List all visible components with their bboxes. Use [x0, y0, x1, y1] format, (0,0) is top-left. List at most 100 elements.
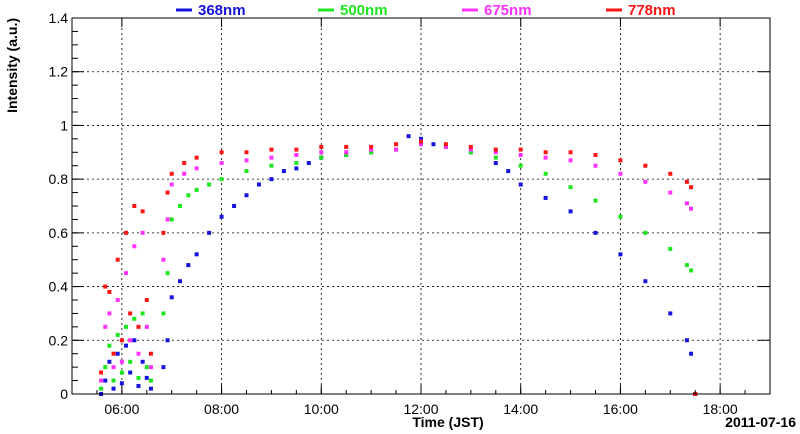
data-point	[132, 338, 137, 343]
data-point	[618, 252, 623, 257]
series-layer	[99, 134, 698, 396]
data-point	[643, 230, 648, 235]
data-point	[219, 161, 224, 166]
data-point	[319, 150, 324, 155]
data-point	[103, 378, 108, 383]
data-point	[219, 177, 224, 182]
y-tick-label: 0.4	[49, 279, 69, 295]
data-point	[294, 152, 299, 157]
x-tick-label: 12:00	[403, 401, 438, 417]
data-point	[244, 150, 249, 155]
data-point	[169, 295, 174, 300]
data-point	[419, 139, 423, 144]
data-point	[369, 150, 374, 155]
data-point	[689, 268, 694, 273]
date-label: 2011-07-16	[725, 414, 796, 430]
data-point	[144, 375, 149, 380]
data-point	[124, 343, 129, 348]
data-point	[269, 155, 274, 160]
data-point	[111, 351, 116, 356]
data-point	[618, 214, 623, 219]
legend-label: 500nm	[340, 2, 388, 19]
data-point	[244, 193, 249, 198]
data-point	[431, 142, 436, 147]
series-778nm	[99, 139, 698, 396]
data-point	[148, 378, 153, 383]
data-point	[128, 359, 133, 364]
data-point	[165, 217, 170, 222]
data-point	[111, 378, 116, 383]
data-point	[119, 338, 124, 343]
data-point	[518, 163, 523, 168]
legend-label: 368nm	[198, 2, 246, 19]
data-point	[115, 351, 120, 356]
data-point	[136, 324, 141, 329]
data-point	[124, 324, 129, 329]
data-point	[161, 311, 166, 316]
data-point	[136, 383, 141, 388]
data-point	[281, 169, 286, 174]
data-point	[207, 182, 212, 187]
data-point	[618, 158, 623, 163]
x-tick-label: 18:00	[703, 401, 738, 417]
data-point	[269, 163, 274, 168]
data-point	[136, 351, 141, 356]
data-point	[132, 244, 137, 249]
data-point	[468, 150, 473, 155]
data-point	[689, 185, 694, 190]
x-axis-title: Time (JST)	[412, 414, 483, 430]
series-368nm	[99, 134, 698, 396]
y-tick-label: 0.8	[49, 171, 69, 187]
data-point	[344, 144, 349, 149]
axis-ticks: 06:00 08:00 10:00 12:00 14:00 16:00 18:00 0 0.2 0…	[49, 10, 771, 417]
data-point	[169, 171, 174, 176]
data-point	[119, 370, 124, 375]
data-point	[140, 230, 145, 235]
y-tick-label: 1.4	[49, 10, 69, 26]
data-point	[568, 158, 573, 163]
data-point	[684, 338, 689, 343]
data-point	[111, 365, 116, 370]
data-point	[689, 351, 694, 356]
data-point	[128, 311, 133, 316]
data-point	[443, 144, 448, 149]
data-point	[593, 163, 598, 168]
data-point	[99, 370, 104, 375]
data-point	[618, 171, 623, 176]
data-point	[306, 161, 311, 166]
data-point	[194, 252, 199, 257]
x-tick-label: 06:00	[104, 401, 139, 417]
data-point	[119, 381, 124, 386]
y-tick-label: 0.2	[49, 332, 69, 348]
data-point	[344, 152, 349, 157]
data-point	[182, 161, 187, 166]
y-tick-label: 0.6	[49, 225, 69, 241]
data-point	[194, 166, 199, 171]
data-point	[543, 195, 548, 200]
data-point	[186, 193, 191, 198]
data-point	[119, 359, 124, 364]
data-point	[319, 144, 324, 149]
data-point	[115, 332, 120, 337]
data-point	[543, 150, 548, 155]
data-point	[99, 378, 104, 383]
y-tick-label: 1.2	[49, 64, 69, 80]
data-point	[128, 338, 133, 343]
data-point	[394, 142, 399, 147]
data-point	[568, 209, 573, 214]
data-point	[124, 230, 129, 235]
data-point	[593, 198, 598, 203]
data-point	[593, 230, 598, 235]
data-point	[443, 142, 448, 147]
x-tick-label: 16:00	[603, 401, 638, 417]
data-point	[493, 155, 498, 160]
data-point	[144, 298, 149, 302]
data-point	[684, 263, 689, 268]
data-point	[568, 150, 573, 155]
data-point	[107, 311, 112, 316]
y-tick-label: 1	[60, 117, 68, 133]
data-point	[144, 365, 149, 370]
data-point	[593, 152, 598, 157]
data-point	[132, 316, 137, 321]
